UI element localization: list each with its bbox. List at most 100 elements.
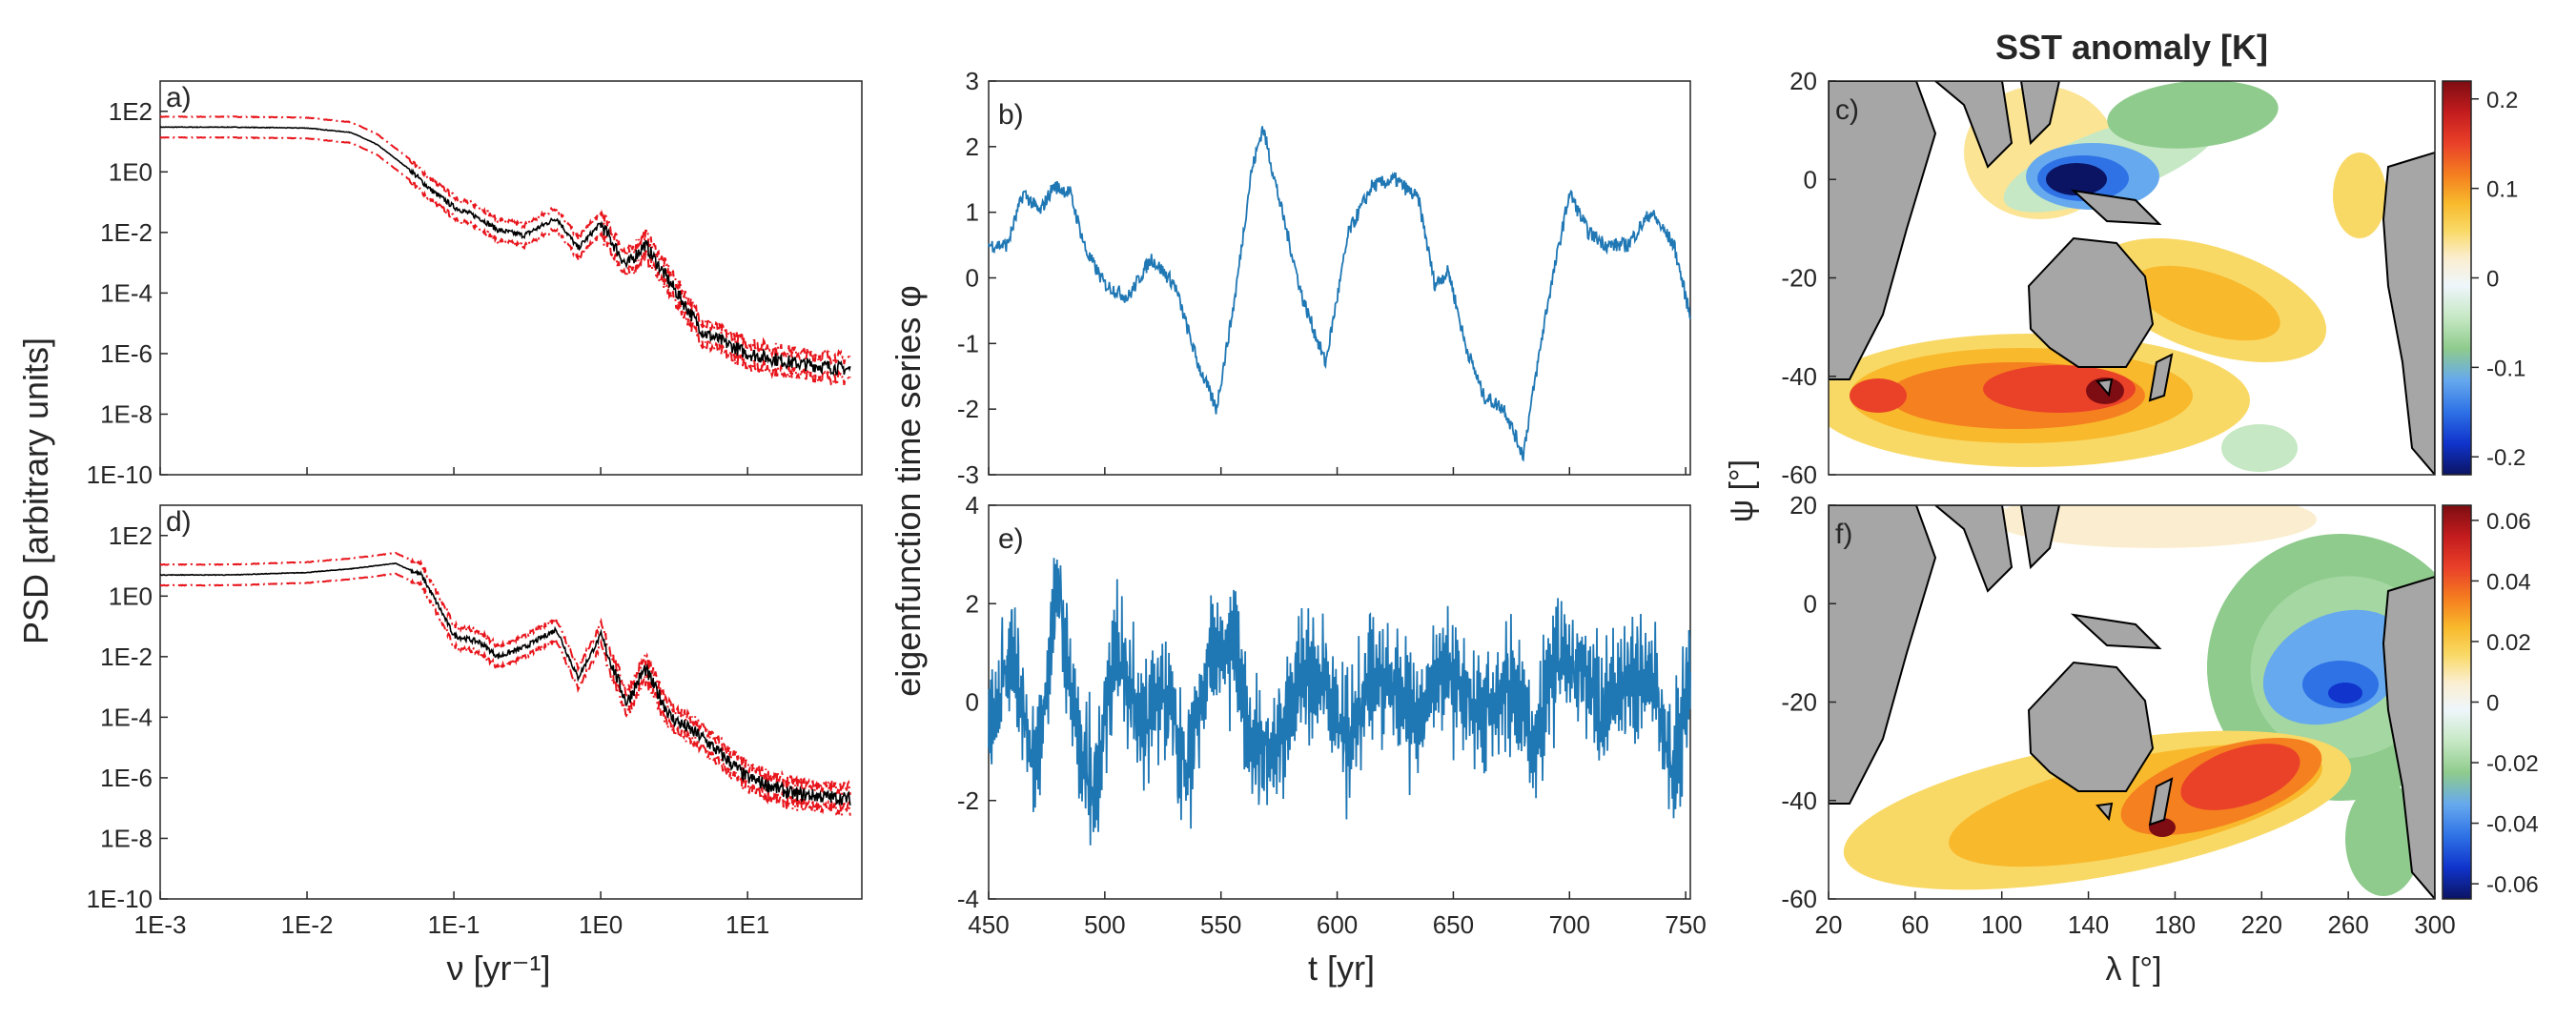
map-c-land-seasia: [2019, 81, 2061, 146]
y-tick-label: -40: [1781, 362, 1817, 391]
panel-b-timeseries: 3 2 1 0 -1 -2 -3 b): [957, 67, 1691, 489]
phi-line: [988, 126, 1691, 462]
x-tick-label: 300: [2414, 910, 2455, 939]
colorbar-tick-label: 0: [2486, 267, 2499, 293]
x-tick-label: 180: [2155, 910, 2196, 939]
x-tick-label: 1E-2: [281, 910, 334, 939]
y-tick-label: -60: [1781, 460, 1817, 489]
map-f-land-africa: [1829, 505, 1937, 805]
y-tick-label: 0: [1804, 589, 1817, 618]
y-tick-label: -60: [1781, 885, 1817, 913]
x-tick-label: 550: [1200, 910, 1241, 939]
y-tick-label: 20: [1789, 491, 1817, 520]
y-tick-label: -2: [957, 395, 979, 423]
map-f-land-papua: [2070, 613, 2162, 650]
y-tick-label: 1E0: [109, 157, 153, 186]
map-f-land-nz: [2148, 777, 2174, 826]
colorbar-tick-label: -0.1: [2486, 356, 2525, 381]
colorbar-c: [2442, 80, 2472, 476]
y-tick-label: 2: [966, 133, 979, 161]
map-c-land-asia: [1933, 81, 2014, 169]
y-tick-label: 3: [966, 67, 979, 95]
map-f-green-south: [2345, 782, 2422, 896]
panel-e-frame: [988, 504, 1691, 900]
colorbar-tick-label: -0.02: [2486, 751, 2539, 777]
y-tick-label: -4: [957, 885, 979, 913]
panel-d-label: d): [166, 506, 192, 538]
map-f-land-australia: [2027, 661, 2155, 792]
colorbar-tick-label: 0.02: [2486, 630, 2531, 656]
map-c-land-nz: [2148, 353, 2174, 402]
y-tick-label: -20: [1781, 688, 1817, 717]
y-tick-label: 1E-8: [100, 824, 153, 852]
t-xlabel: t [yr]: [1308, 949, 1375, 988]
y-tick-label: 1E-10: [87, 885, 153, 913]
ci-lower-line: [159, 135, 851, 387]
x-tick-label: 20: [1815, 910, 1843, 939]
x-tick-label: 1E-3: [134, 910, 187, 939]
map-f-land-asia: [1933, 505, 2014, 593]
panel-d-frame: [159, 504, 863, 900]
psd-line: [159, 126, 851, 377]
y-tick-label: -3: [957, 460, 979, 489]
y-tick-label: 0: [966, 264, 979, 293]
x-tick-label: 600: [1317, 910, 1358, 939]
map-c-green-sw: [2221, 424, 2298, 472]
y-tick-label: 1E-6: [100, 339, 153, 368]
y-tick-label: 1E-4: [100, 703, 153, 731]
ci-upper-line: [159, 114, 851, 366]
x-tick-label: 650: [1433, 910, 1474, 939]
y-tick-label: 20: [1789, 67, 1817, 95]
colorbar-f: [2442, 504, 2472, 900]
x-tick-label: 140: [2068, 910, 2109, 939]
panel-f-label: f): [1835, 519, 1852, 550]
map-c-warm-tongue-2: [2134, 265, 2280, 341]
y-tick-label: 1E2: [109, 521, 153, 550]
colorbar-tick-label: -0.04: [2486, 812, 2539, 838]
lambda-xlabel: λ [°]: [2106, 951, 2162, 988]
map-f-warm-band-4: [2180, 744, 2300, 810]
map-f-land-seasia: [2019, 505, 2061, 570]
phi-line: [988, 558, 1691, 846]
map-c-land-australia: [2027, 236, 2155, 368]
x-tick-label: 700: [1549, 910, 1590, 939]
y-tick-label: -1: [957, 329, 979, 357]
x-tick-label: 450: [968, 910, 1009, 939]
colorbar-tick-label: -0.2: [2486, 445, 2525, 471]
y-tick-label: 1: [966, 198, 979, 227]
y-tick-label: 0: [966, 688, 979, 717]
y-tick-label: 1E-10: [87, 460, 153, 489]
panel-b-label: b): [998, 99, 1024, 131]
map-c-land-papua: [2070, 189, 2162, 226]
panel-e-label: e): [998, 523, 1024, 555]
y-tick-label: 1E0: [109, 581, 153, 610]
x-tick-label: 500: [1084, 910, 1125, 939]
sst-title: SST anomaly [K]: [1995, 28, 2268, 67]
y-tick-label: -2: [957, 786, 979, 815]
colorbar-tick-label: 0.1: [2486, 177, 2518, 203]
x-tick-label: 1E1: [726, 910, 769, 939]
y-tick-label: 1E-8: [100, 399, 153, 428]
lat-ylabel: ψ [°]: [1724, 459, 1760, 522]
colorbar-tick-label: 0.2: [2486, 88, 2518, 113]
nu-xlabel: ν [yr⁻¹]: [447, 949, 551, 988]
colorbar-tick-label: 0.04: [2486, 569, 2531, 595]
map-c-warm-west: [1850, 378, 1907, 413]
panel-c-map: 20 0 -20 -40 -60 c) 0.2 0.1 0 -0.1 -0.2: [1781, 67, 2525, 489]
panel-a-psd: 1E2 1E0 1E-2 1E-4 1E-6 1E-8 1E-10 a): [87, 80, 863, 489]
x-tick-label: 60: [1901, 910, 1929, 939]
y-tick-label: -40: [1781, 786, 1817, 815]
phi-ylabel: eigenfunction time series φ: [889, 285, 928, 697]
y-tick-label: -20: [1781, 264, 1817, 293]
x-tick-label: 100: [1981, 910, 2022, 939]
y-tick-label: 1E-2: [100, 643, 153, 671]
colorbar-tick-label: 0.06: [2486, 509, 2531, 535]
map-f-land-samerica: [2382, 575, 2435, 899]
map-f-cold-3: [2328, 683, 2362, 704]
map-f-warm-north: [1993, 505, 2317, 548]
panel-a-frame: [159, 80, 863, 476]
